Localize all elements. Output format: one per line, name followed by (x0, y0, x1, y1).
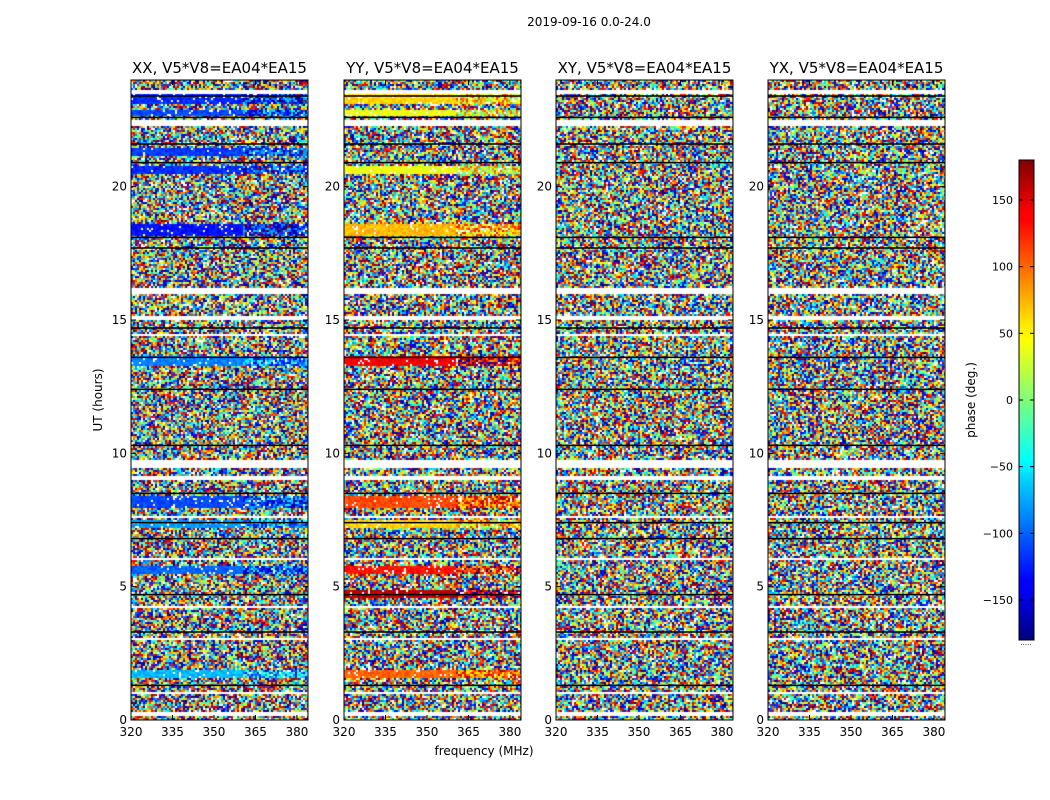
panel-title: XX, V5*V8=EA04*EA15 (132, 59, 307, 77)
y-axis-label: UT (hours) (91, 368, 105, 431)
y-tick-label: 10 (749, 446, 764, 460)
y-tick-label: 20 (112, 180, 127, 194)
panel-title: XY, V5*V8=EA04*EA15 (558, 59, 732, 77)
x-tick-label: 350 (628, 725, 651, 739)
x-tick-label: 380 (285, 725, 308, 739)
y-tick-label: 10 (325, 446, 340, 460)
y-tick-label: 0 (119, 713, 127, 727)
panel-xy: XY, V5*V8=EA04*EA15 320 335 350 365 380 0 5 10 15… (537, 59, 734, 739)
x-tick-label: 365 (244, 725, 267, 739)
colorbar-tick-label: 100 (992, 261, 1013, 274)
heatmap-xy (556, 80, 733, 720)
colorbar: −150 −100 −50 0 50 100 150 (983, 159, 1035, 641)
x-tick-label: 365 (457, 725, 480, 739)
x-tick-label: 380 (922, 725, 945, 739)
x-tick-label: 335 (586, 725, 609, 739)
y-tick-label: 15 (325, 313, 340, 327)
heatmap-xx (131, 80, 308, 720)
panel-xx: XX, V5*V8=EA04*EA15 320 335 350 365 380 0 5 10 15… (112, 59, 309, 739)
x-tick-label: 350 (416, 725, 439, 739)
x-tick-label: 320 (757, 725, 780, 739)
y-tick-label: 20 (325, 180, 340, 194)
y-tick-label: 15 (112, 313, 127, 327)
x-axis-label: frequency (MHz) (434, 744, 533, 758)
heatmap-yy (344, 80, 521, 720)
panel-yx: YX, V5*V8=EA04*EA15 320 335 350 365 380 0 5 10 15… (749, 59, 946, 739)
x-tick-label: 320 (120, 725, 143, 739)
x-tick-label: 320 (545, 725, 568, 739)
x-tick-label: 365 (881, 725, 904, 739)
colorbar-label: phase (deg.) (964, 362, 978, 438)
panel-frame (130, 79, 309, 721)
y-tick-label: 0 (756, 713, 764, 727)
y-tick-label: 0 (332, 713, 340, 727)
y-tick-label: 20 (749, 180, 764, 194)
colorbar-tick-label: 50 (999, 327, 1013, 340)
x-tick-label: 365 (669, 725, 692, 739)
y-tick-label: 5 (119, 580, 127, 594)
y-tick-label: 15 (749, 313, 764, 327)
panel-yy: YY, V5*V8=EA04*EA15 320 335 350 365 380 0 5 10 15… (325, 59, 522, 739)
colorbar-underflow: ····· (1020, 641, 1031, 649)
x-tick-label: 350 (203, 725, 226, 739)
x-tick-label: 380 (498, 725, 521, 739)
x-tick-label: 335 (798, 725, 821, 739)
panels-group: XX, V5*V8=EA04*EA15 320 335 350 365 380 0 5 10 15… (112, 59, 946, 739)
y-tick-label: 20 (537, 180, 552, 194)
panel-frame (555, 79, 734, 721)
panel-frame (767, 79, 946, 721)
colorbar-tick-label: 150 (992, 194, 1013, 207)
colorbar-tick-label: −50 (990, 461, 1013, 474)
y-tick-label: 15 (537, 313, 552, 327)
y-tick-label: 5 (332, 580, 340, 594)
y-tick-label: 10 (537, 446, 552, 460)
colorbar-tick-label: −150 (983, 594, 1013, 607)
x-tick-label: 320 (333, 725, 356, 739)
x-tick-label: 335 (374, 725, 397, 739)
y-tick-label: 5 (756, 580, 764, 594)
x-tick-label: 380 (710, 725, 733, 739)
figure-title: 2019-09-16 0.0-24.0 (527, 15, 651, 29)
panel-title: YX, V5*V8=EA04*EA15 (769, 59, 944, 77)
x-tick-label: 350 (840, 725, 863, 739)
x-tick-label: 335 (161, 725, 184, 739)
colorbar-tick-label: −100 (983, 527, 1013, 540)
panel-title: YY, V5*V8=EA04*EA15 (345, 59, 519, 77)
heatmap-yx (768, 80, 945, 720)
y-tick-label: 5 (544, 580, 552, 594)
y-tick-label: 0 (544, 713, 552, 727)
colorbar-tick-label: 0 (1006, 394, 1013, 407)
y-tick-label: 10 (112, 446, 127, 460)
panel-frame (343, 79, 522, 721)
